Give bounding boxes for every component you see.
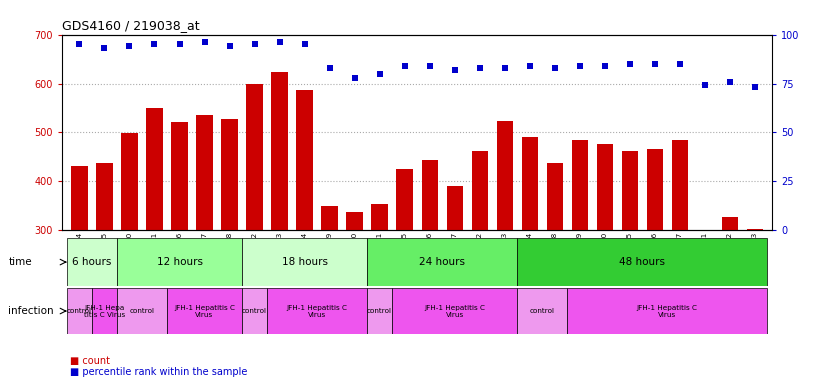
Point (548, 65, 562, 71)
Text: control: control (529, 308, 555, 314)
Point (673, 61, 686, 67)
Point (423, 63, 436, 69)
Bar (647, 149, 663, 377)
Text: ■ count: ■ count (70, 356, 110, 366)
Point (698, 83, 711, 89)
Bar (472, 151, 488, 377)
Text: 24 hours: 24 hours (419, 257, 465, 267)
Bar (117, 288, 167, 334)
Bar (346, 212, 363, 377)
Text: JFH-1 Hepatitis C
Virus: JFH-1 Hepatitis C Virus (287, 305, 348, 318)
Point (473, 65, 487, 71)
Point (223, 43, 236, 50)
Text: JFH-1 Hepatitis C
Virus: JFH-1 Hepatitis C Virus (174, 305, 235, 318)
Text: 18 hours: 18 hours (282, 257, 328, 267)
Bar (92, 288, 117, 334)
Bar (367, 288, 392, 334)
Bar (372, 204, 387, 377)
Bar (242, 238, 367, 286)
Bar (71, 166, 88, 377)
Bar (117, 238, 242, 286)
Bar (521, 137, 538, 377)
Bar (547, 163, 563, 377)
Bar (121, 133, 138, 377)
Point (298, 41, 311, 48)
Point (323, 65, 336, 71)
Point (373, 71, 387, 77)
Text: JFH-1 Hepa
titis C Virus: JFH-1 Hepa titis C Virus (84, 305, 125, 318)
Bar (272, 72, 287, 377)
Bar (297, 90, 313, 377)
Bar (367, 238, 517, 286)
Bar (146, 109, 163, 377)
Bar (672, 140, 688, 377)
Bar (221, 119, 238, 377)
Point (498, 65, 511, 71)
Text: ■ percentile rank within the sample: ■ percentile rank within the sample (70, 367, 248, 377)
Point (148, 41, 161, 48)
Text: time: time (8, 257, 32, 267)
Text: infection: infection (8, 306, 54, 316)
Bar (67, 238, 117, 286)
Text: GDS4160 / 219038_at: GDS4160 / 219038_at (62, 19, 200, 32)
Bar (197, 115, 212, 377)
Bar (167, 288, 242, 334)
Point (724, 78, 737, 84)
Bar (722, 217, 738, 377)
Bar (97, 163, 112, 377)
Point (273, 39, 286, 45)
Point (448, 67, 461, 73)
Point (748, 84, 762, 91)
Point (648, 61, 662, 67)
Bar (572, 140, 588, 377)
Bar (596, 144, 613, 377)
Point (248, 41, 261, 48)
Text: control: control (242, 308, 267, 314)
Bar (67, 288, 92, 334)
Bar (622, 151, 638, 377)
Point (598, 63, 611, 69)
Text: JFH-1 Hepatitis C
Virus: JFH-1 Hepatitis C Virus (637, 305, 698, 318)
Text: control: control (130, 308, 154, 314)
Text: control: control (367, 308, 392, 314)
Bar (396, 169, 413, 377)
Point (173, 41, 186, 48)
Bar (517, 238, 767, 286)
Point (198, 39, 211, 45)
Point (97, 45, 111, 51)
Bar (242, 288, 267, 334)
Bar (447, 186, 463, 377)
Point (573, 63, 586, 69)
Bar (747, 229, 763, 377)
Point (73, 41, 86, 48)
Text: 12 hours: 12 hours (156, 257, 202, 267)
Point (523, 63, 536, 69)
Bar (246, 84, 263, 377)
Text: 48 hours: 48 hours (620, 257, 665, 267)
Point (623, 61, 636, 67)
Bar (567, 288, 767, 334)
Bar (392, 288, 517, 334)
Point (123, 43, 136, 50)
Point (398, 63, 411, 69)
Bar (517, 288, 567, 334)
Bar (321, 206, 338, 377)
Bar (696, 230, 713, 377)
Text: 6 hours: 6 hours (73, 257, 112, 267)
Bar (496, 121, 513, 377)
Text: control: control (67, 308, 92, 314)
Bar (421, 160, 438, 377)
Bar (171, 122, 188, 377)
Point (348, 74, 361, 81)
Bar (267, 288, 367, 334)
Text: JFH-1 Hepatitis C
Virus: JFH-1 Hepatitis C Virus (424, 305, 485, 318)
